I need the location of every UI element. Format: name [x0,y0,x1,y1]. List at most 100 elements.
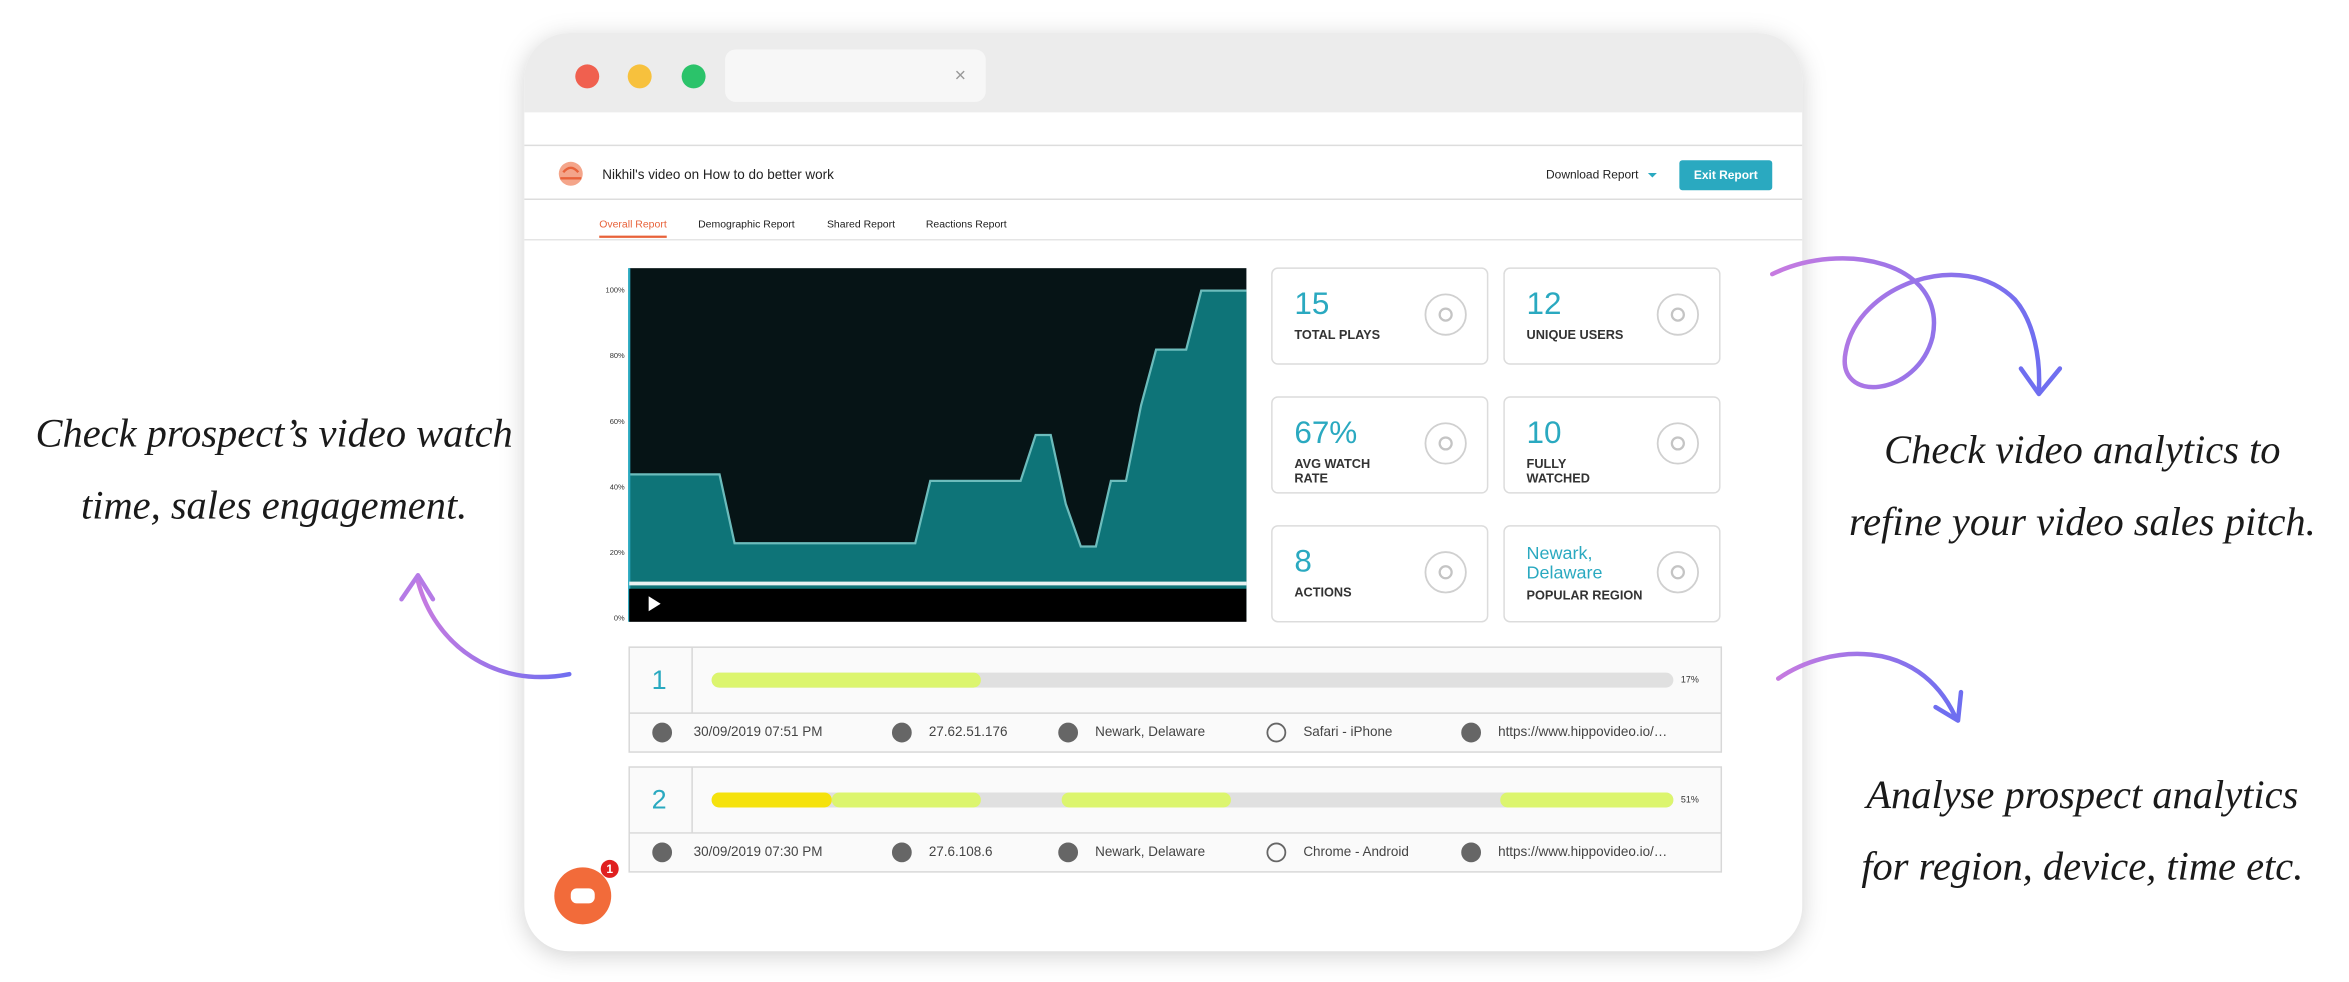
stat-card [1271,396,1489,494]
stat-icon-glyph [1438,307,1453,322]
session-ip: 27.62.51.176 [929,724,1008,739]
annotation-arrow [1769,256,2042,392]
watched-segment [1500,792,1674,808]
detail-icon [652,722,673,743]
y-tick-label: 40% [610,482,625,491]
stat-icon-glyph [1438,565,1453,580]
session-url: https://www.hippovideo.io/… [1498,844,1667,859]
stat-icon [1424,422,1467,465]
watched-segment [711,672,981,688]
session-ip: 27.6.108.6 [929,844,993,859]
annotation: Analyse prospect analytics [1863,772,2298,817]
stat-label: POPULAR REGION [1527,588,1643,603]
stat-label: FULLY [1527,456,1567,471]
exit-button-label[interactable]: Exit Report [1694,168,1758,182]
stat-icon-glyph [1438,436,1453,451]
stat-label: UNIQUE USERS [1527,327,1624,342]
y-tick-label: 60% [610,417,625,426]
detail-icon [1058,722,1079,743]
stat-icon-glyph [1670,565,1685,580]
report-tab[interactable]: Shared Report [827,219,895,230]
stat-card [1271,525,1489,623]
progress-label: 51% [1681,794,1699,804]
detail-icon [891,842,912,863]
window-close[interactable] [575,64,600,89]
arrow-head [2018,366,2063,397]
stat-value: 67% [1294,415,1357,450]
session-location: Newark, Delaware [1095,844,1205,859]
session-row [628,766,1723,873]
stat-icon-glyph [1670,436,1685,451]
window-maximize[interactable] [681,64,706,89]
download-report[interactable]: Download Report [1546,167,1639,181]
tab-close[interactable]: × [955,65,966,87]
window-minimize[interactable] [627,64,652,89]
annotation-arrow [1775,651,1958,719]
stat-value: Delaware [1527,563,1603,583]
stat-value: 15 [1294,286,1329,321]
arrow-head [399,573,436,602]
stat-value: Newark, [1527,543,1593,563]
video-controls [629,588,1247,622]
annotation: for region, device, time etc. [1861,844,2303,889]
report-tab[interactable]: Demographic Report [698,219,795,230]
stat-label: TOTAL PLAYS [1294,327,1380,342]
detail-icon [1266,722,1287,743]
annotation: Check video analytics to [1884,427,2280,472]
logo-circle [558,161,583,186]
annotation: time, sales engagement. [81,483,467,528]
stat-icon [1656,422,1699,465]
annotation: Check prospect’s video watch [36,411,513,456]
detail-icon [652,842,673,863]
stat-icon [1424,293,1467,336]
stat-value: 12 [1527,286,1562,321]
logo [558,161,583,186]
detail-icon [1461,842,1482,863]
stat-value: 10 [1527,415,1562,450]
stat-card [1503,267,1721,365]
browser-tab[interactable] [725,49,986,102]
report-tab[interactable]: Overall Report [599,219,667,230]
chat-badge [600,859,619,878]
detail-icon [1461,722,1482,743]
arrow-head [1933,689,1964,723]
session-row [628,646,1723,753]
y-tick-label: 100% [606,286,625,295]
detail-icon [1058,842,1079,863]
y-tick-label: 20% [610,548,625,557]
detail-icon [891,722,912,743]
session-number: 1 [652,665,667,695]
report-tab[interactable]: Reactions Report [926,219,1007,230]
stat-value: 8 [1294,544,1311,579]
session-device: Chrome - Android [1303,844,1409,859]
stat-card [1271,267,1489,365]
stat-card [1503,525,1721,623]
watch-line [629,289,1247,548]
session-url: https://www.hippovideo.io/… [1498,724,1667,739]
video-title: Nikhil's video on How to do better work [602,167,834,182]
stat-card [1503,396,1721,494]
session-device: Safari - iPhone [1303,724,1392,739]
session-time: 30/09/2019 07:30 PM [694,844,823,859]
stat-label: RATE [1294,471,1328,486]
y-tick-label: 0% [614,614,625,623]
chat-icon[interactable] [570,888,595,904]
browser-topbar [524,32,1803,113]
watched-segment [1061,792,1231,808]
session-time: 30/09/2019 07:51 PM [694,724,823,739]
play-button[interactable] [648,596,661,612]
logo-mark [560,166,582,180]
watched-segment [831,792,981,808]
stat-label: AVG WATCH [1294,456,1370,471]
dropdown-caret[interactable] [1647,173,1657,178]
detail-icon [1266,842,1287,863]
stat-label: ACTIONS [1294,585,1351,600]
annotation: refine your video sales pitch. [1849,499,2316,544]
exit-button[interactable] [1679,160,1773,191]
annotation-arrow [415,579,572,680]
progress-label: 17% [1681,675,1699,685]
session-number: 2 [652,785,667,815]
stat-icon-glyph [1670,307,1685,322]
